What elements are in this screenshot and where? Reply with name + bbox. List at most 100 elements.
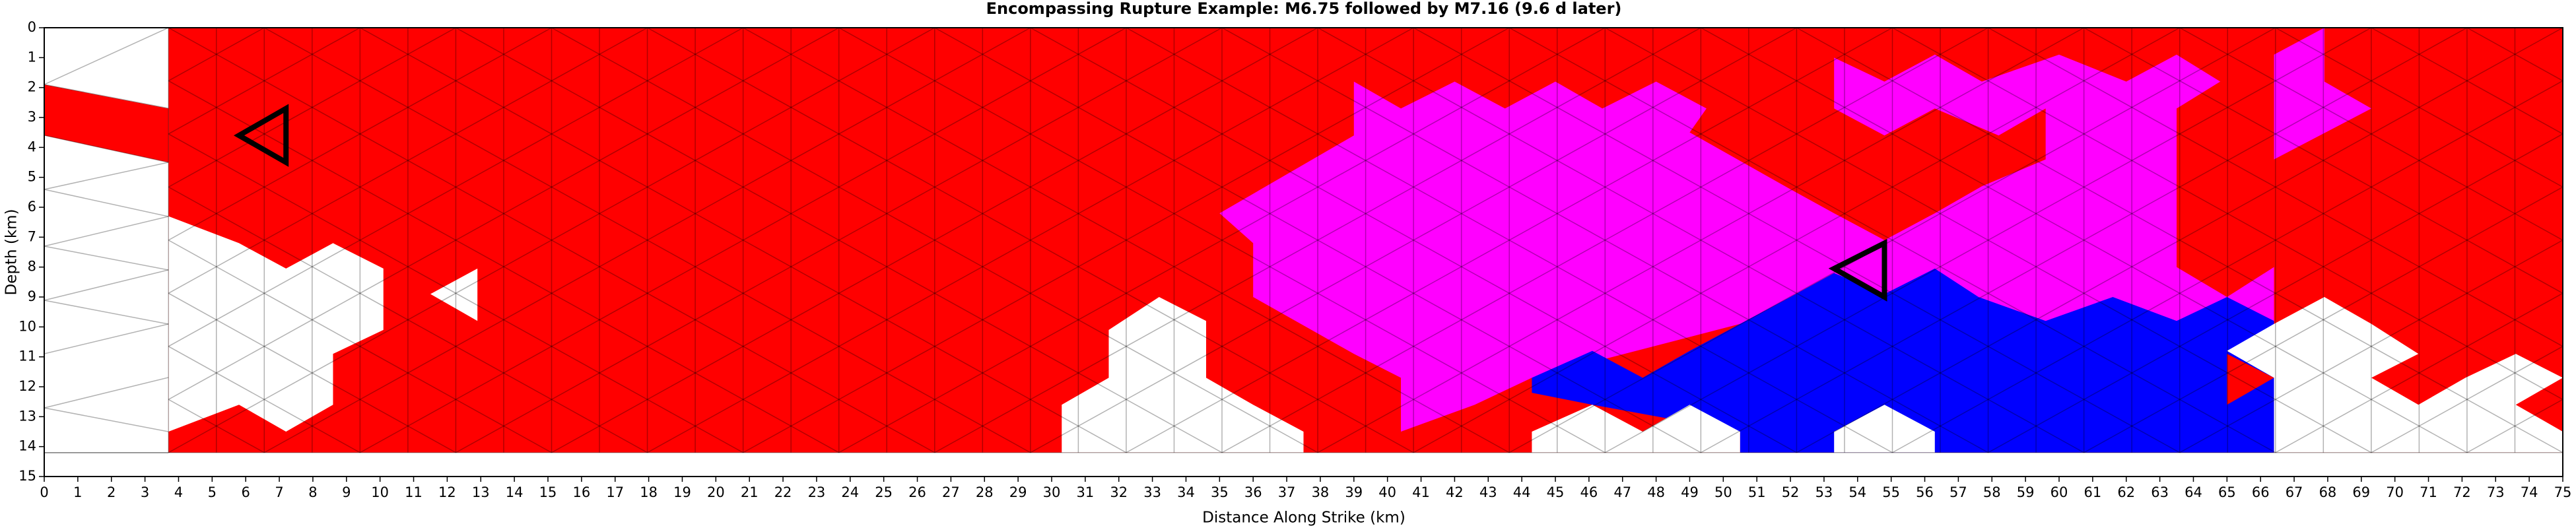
mesh-line <box>599 425 648 453</box>
mesh-line <box>1030 266 1079 294</box>
mesh-line <box>982 107 1031 135</box>
mesh-line <box>886 292 935 321</box>
mesh-line <box>2227 266 2276 294</box>
mesh-line <box>1892 266 1941 294</box>
x-tick-label: 46 <box>1580 484 1598 500</box>
mesh-line <box>44 377 169 409</box>
mesh-line <box>2466 346 2515 374</box>
mesh-line <box>1365 80 1414 108</box>
mesh-line <box>790 53 840 82</box>
mesh-line <box>1557 240 1606 267</box>
mesh-line <box>1508 186 1558 214</box>
mesh-line <box>1988 107 2037 135</box>
mesh-line <box>1748 425 1797 453</box>
mesh-line <box>1461 372 1510 400</box>
mesh-line <box>886 53 935 82</box>
x-tick-label: 13 <box>472 484 490 500</box>
mesh-line <box>1892 292 1941 321</box>
mesh-line <box>790 186 840 214</box>
mesh-line <box>2227 133 2276 161</box>
mesh-line <box>2419 346 2468 374</box>
mesh-line <box>838 372 887 400</box>
mesh-line <box>982 346 1031 374</box>
mesh-line <box>312 372 360 400</box>
mesh-line <box>743 292 792 321</box>
mesh-line <box>2179 266 2228 294</box>
mesh-line <box>503 80 552 108</box>
mesh-line <box>2515 27 2563 55</box>
mesh-line <box>1796 80 1845 108</box>
mesh-line <box>695 372 744 400</box>
mesh-line <box>2371 399 2420 427</box>
mesh-line <box>1508 107 1558 135</box>
mesh-line <box>1796 346 1845 374</box>
mesh-line <box>359 399 409 427</box>
mesh-line <box>503 160 552 188</box>
mesh-line <box>886 240 935 267</box>
mesh-line <box>695 160 744 188</box>
left-mesh <box>44 27 169 453</box>
mesh-line <box>2035 186 2085 214</box>
mesh-line <box>1461 292 1510 321</box>
mesh-line <box>551 107 600 135</box>
mesh-line <box>2322 292 2372 321</box>
y-tick-label: 8 <box>28 259 36 275</box>
mesh-line <box>2035 425 2085 453</box>
mesh-line <box>1174 186 1223 214</box>
mesh-line <box>886 399 935 427</box>
rupture-region <box>2227 354 2274 405</box>
mesh-line <box>2371 160 2420 188</box>
y-tick-label: 7 <box>28 228 36 244</box>
mesh-line <box>2466 213 2515 241</box>
mesh-line <box>1413 292 1462 321</box>
mesh-line <box>934 27 983 55</box>
mesh-line <box>1270 80 1318 108</box>
x-tick-label: 8 <box>308 484 317 500</box>
mesh-line <box>1413 80 1462 108</box>
mesh-line <box>2515 266 2563 294</box>
mesh-line <box>1557 160 1606 188</box>
mesh-line <box>1221 372 1270 400</box>
mesh-line <box>1844 160 1893 188</box>
mesh-line <box>1940 346 1988 374</box>
mesh-line <box>1078 425 1127 453</box>
mesh-line <box>551 292 600 321</box>
mesh-line <box>934 53 983 82</box>
x-tick-label: 32 <box>1110 484 1128 500</box>
mesh-line <box>1030 399 1079 427</box>
mesh-line <box>886 27 935 55</box>
mesh-line <box>1126 266 1174 294</box>
x-tick-label: 43 <box>1479 484 1497 500</box>
mesh-line <box>1126 319 1174 347</box>
mesh-line <box>2227 53 2276 82</box>
mesh-line <box>312 399 360 427</box>
mesh-line <box>2322 399 2372 427</box>
mesh-line <box>647 372 696 400</box>
mesh-line <box>2179 319 2228 347</box>
mesh-line <box>1557 266 1606 294</box>
mesh-line <box>2466 53 2515 82</box>
mesh-line <box>982 53 1031 82</box>
mesh-line <box>2419 80 2468 108</box>
mesh-line <box>982 186 1031 214</box>
mesh-line <box>2227 372 2276 400</box>
mesh-line <box>838 425 887 453</box>
mesh-line <box>1078 160 1127 188</box>
x-tick-label: 62 <box>2117 484 2135 500</box>
mesh-line <box>2227 240 2276 267</box>
x-tick-label: 58 <box>1983 484 2001 500</box>
mesh-line <box>1748 53 1797 82</box>
mesh-line <box>1317 399 1366 427</box>
mesh-line <box>982 80 1031 108</box>
mesh-line <box>1126 160 1174 188</box>
mesh-line <box>2322 27 2372 55</box>
mesh-line <box>2131 372 2181 400</box>
mesh-line <box>1317 319 1366 347</box>
mesh-line <box>44 189 169 217</box>
y-tick-label: 15 <box>18 468 36 484</box>
mesh-line <box>168 107 217 135</box>
mesh-line <box>2179 372 2228 400</box>
mesh-line <box>1796 425 1845 453</box>
mesh-line <box>1126 80 1174 108</box>
mesh-line <box>1652 186 1701 214</box>
